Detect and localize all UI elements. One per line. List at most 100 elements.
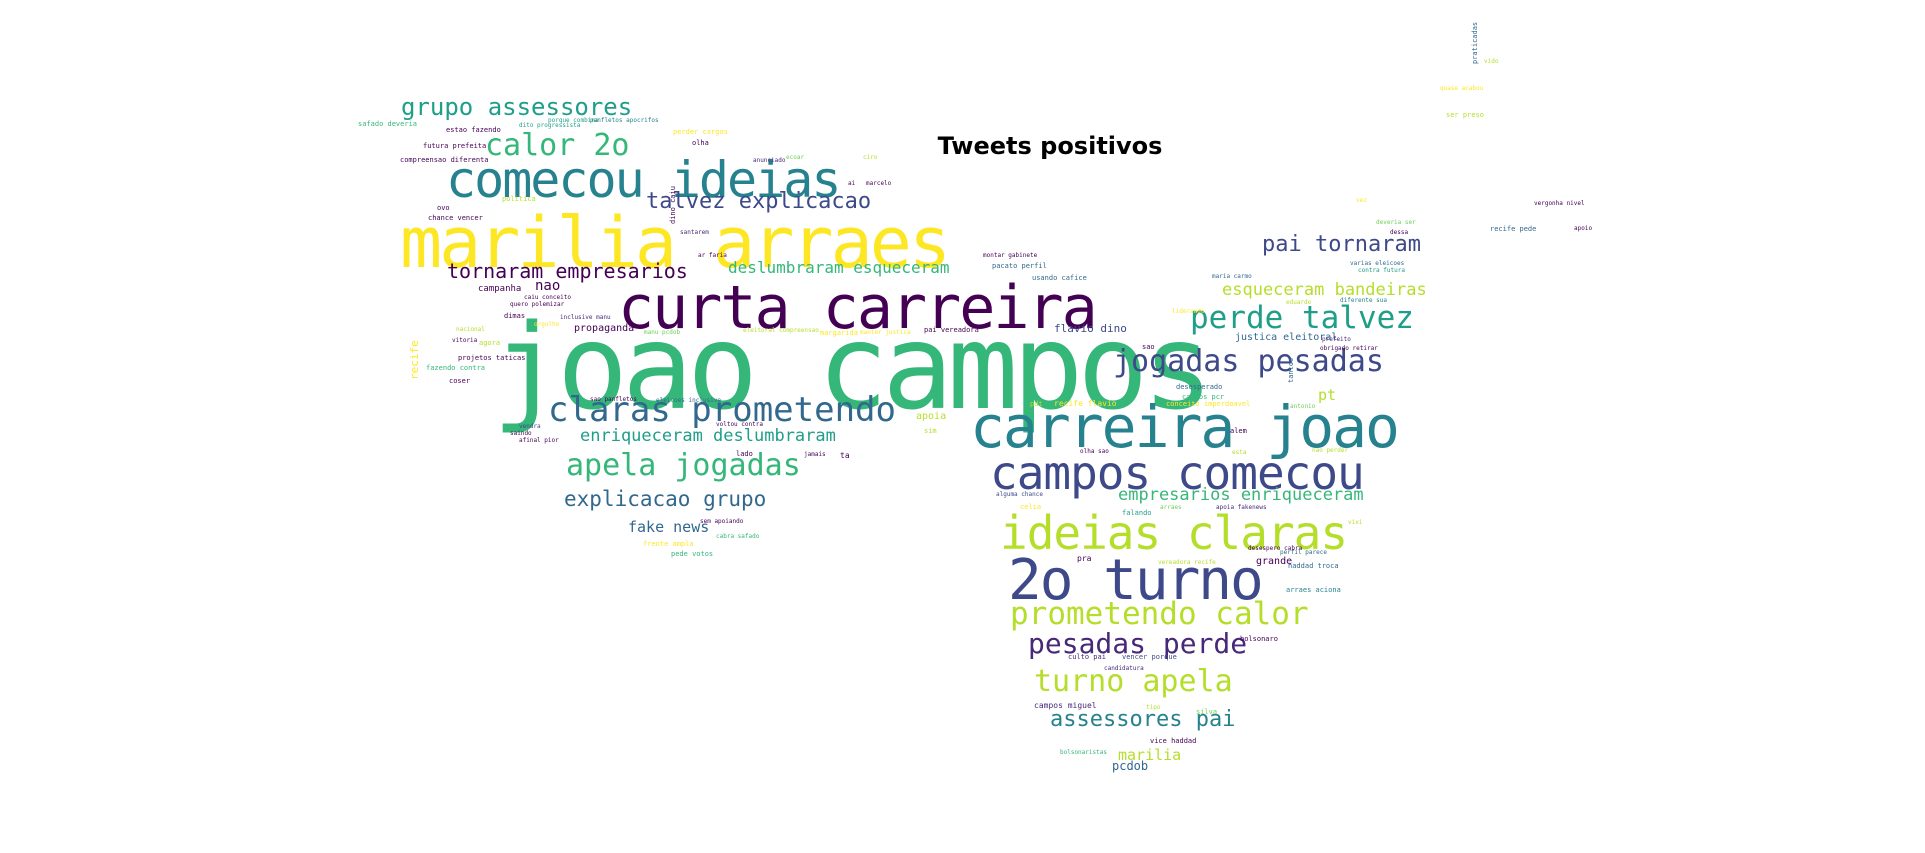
word: tantos — [1287, 357, 1295, 383]
word: propaganda — [574, 323, 635, 334]
word: estao fazendo — [446, 126, 501, 134]
word: campanha — [478, 284, 522, 294]
word: fazendo contra — [426, 364, 486, 372]
word: olha sao — [1080, 448, 1109, 455]
word: vitoria — [452, 337, 478, 344]
word: eduardo — [1286, 299, 1312, 306]
word: celia — [1020, 503, 1042, 511]
word: olha — [692, 139, 709, 147]
word: curta carreira — [618, 273, 1098, 343]
word: bolsonaro — [1240, 635, 1278, 643]
word: grupo assessores — [401, 93, 633, 121]
word: recife flavio — [1054, 399, 1117, 408]
word: pesadas perde — [1028, 627, 1248, 660]
word: obrigado retirar — [1320, 345, 1378, 352]
word: talvez explicacao — [646, 189, 872, 214]
word: arraes — [1160, 504, 1182, 511]
word: calor 2o — [485, 128, 630, 163]
word: coser — [449, 377, 471, 385]
word: ideias claras — [1000, 506, 1348, 560]
word: lado — [736, 450, 753, 458]
word: explicacao grupo — [564, 487, 767, 511]
word: turno apela — [1034, 664, 1233, 699]
word: desesperado — [1176, 383, 1223, 391]
word: nacional — [456, 326, 485, 333]
word: afinal pior — [519, 437, 559, 444]
word: pra — [1077, 554, 1092, 563]
word: prefeito — [1322, 336, 1351, 343]
word: sao panfletos — [590, 396, 637, 403]
word: manter justica — [860, 329, 911, 336]
word: bolsonaristas — [1060, 749, 1107, 756]
word: pede votos — [671, 550, 714, 558]
word: vencer porque — [1122, 653, 1177, 661]
word: sao — [1142, 343, 1155, 351]
word: saindo — [510, 430, 532, 437]
word: joao campos — [492, 298, 1213, 436]
word: ar faria — [698, 252, 727, 259]
word: compreensao diferenta — [400, 156, 489, 164]
word: marcelo — [866, 180, 892, 187]
word: recife — [408, 340, 421, 380]
word: jogadas pesadas — [1113, 344, 1384, 379]
word: deslumbraram esqueceram — [728, 258, 950, 277]
word: eleicoes inclusive — [656, 397, 722, 404]
word: pdt — [1030, 400, 1043, 408]
word: enriqueceram deslumbraram — [580, 426, 836, 446]
word: tipo — [1146, 704, 1161, 711]
word: pai tornaram — [1262, 232, 1421, 257]
page-title: Tweets positivos — [937, 132, 1163, 160]
word: esta — [1232, 449, 1247, 456]
word: arraes aciona — [1286, 586, 1341, 594]
word: comecou ideias — [446, 151, 841, 209]
word: margarida — [820, 329, 858, 337]
word: caiu conceito — [524, 294, 571, 301]
word: ovo — [437, 204, 450, 212]
word: vixi — [1348, 519, 1363, 526]
word: candidatura — [1104, 665, 1144, 672]
word: porque combina — [548, 117, 599, 124]
word: conceito imperdoavel — [1166, 400, 1251, 408]
word: ser preso — [1446, 111, 1484, 119]
word: flavio dino — [1054, 322, 1127, 335]
word: pcdob — [1112, 759, 1149, 773]
word: antonio — [1290, 403, 1316, 410]
word: ta — [840, 451, 850, 460]
word: futura prefeita — [423, 142, 487, 150]
word: maria carmo — [1212, 273, 1252, 280]
word: prometendo calor — [1010, 596, 1309, 632]
word: vendra — [519, 423, 541, 430]
word: chance vencer — [428, 214, 483, 222]
word: perder cargos — [673, 128, 728, 136]
word: manu pcdob — [644, 329, 681, 336]
word: cargos pcr — [1182, 393, 1225, 401]
word: apela jogadas — [566, 448, 801, 483]
word: fake news — [628, 518, 710, 536]
word: assessores pai — [1050, 707, 1236, 732]
word: dito progressista — [519, 122, 581, 129]
word: apoia fakenews — [1216, 504, 1267, 511]
word: panfletos apocrifos — [590, 117, 659, 124]
word: frente ampla — [643, 540, 694, 548]
word: nao — [535, 278, 561, 294]
word: vereadora recife — [1158, 559, 1216, 566]
word: santarem — [680, 229, 709, 236]
word: 2o turno — [1008, 548, 1264, 613]
word: campos comecou — [990, 446, 1365, 500]
word: dimas — [504, 312, 526, 320]
word: alguma chance — [996, 491, 1043, 498]
word: campos miguel — [1034, 701, 1097, 710]
word: pt — [1318, 386, 1337, 404]
word: perfil parece — [1280, 549, 1327, 556]
word: justica eleitoral — [1235, 332, 1338, 343]
word: vez — [1356, 197, 1367, 204]
word: inclusive manu — [560, 314, 611, 321]
word: quase acabou — [1440, 85, 1484, 92]
word: nao perder — [1312, 447, 1349, 454]
word: grande — [1256, 556, 1293, 567]
word: desespero cabra — [1248, 545, 1303, 552]
word: pacato perfil — [992, 262, 1047, 270]
word: usando cafice — [1032, 274, 1087, 282]
